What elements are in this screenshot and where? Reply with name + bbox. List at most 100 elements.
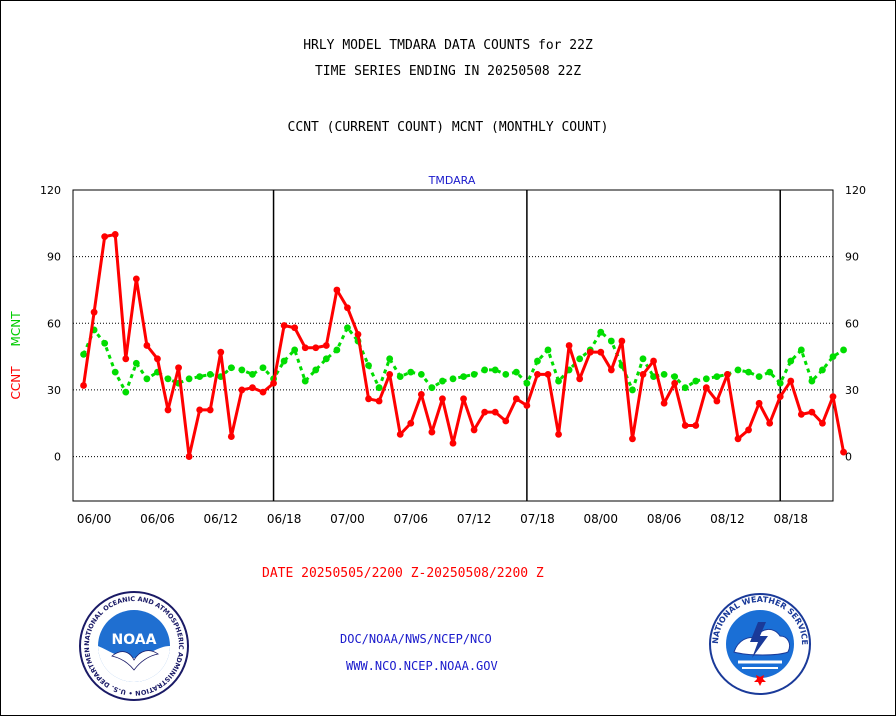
nws-logo-icon: NATIONAL WEATHER SERVICE (709, 593, 811, 695)
y-axis-title-group: CCNT MCNT (9, 311, 23, 400)
data-point-mcnt (766, 368, 774, 376)
org-line: DOC/NOAA/NWS/NCEP/NCO (340, 632, 492, 646)
data-point-ccnt (407, 419, 415, 427)
data-point-ccnt (597, 348, 605, 356)
data-point-ccnt (650, 357, 657, 365)
data-point-ccnt (312, 344, 320, 352)
x-tick-label: 08/06 (647, 512, 682, 526)
data-point-mcnt (808, 377, 816, 385)
data-point-ccnt (375, 397, 383, 405)
data-point-mcnt (111, 368, 119, 376)
data-point-ccnt (734, 435, 742, 443)
data-point-ccnt (491, 408, 499, 416)
plot-label: TMDARA (428, 174, 476, 187)
y-tick-label-left: 120 (40, 184, 61, 197)
data-point-mcnt (555, 377, 562, 385)
data-point-mcnt (523, 379, 531, 387)
x-tick-labels: 06/00 06/06 06/12 06/18 07/00 07/06 07/12 07/18… (77, 512, 808, 526)
chart-title-line1: HRLY MODEL TMDARA DATA COUNTS for 22Z (303, 38, 593, 53)
y-tick-labels: 0 0 30 30 60 60 90 90 120 120 (40, 184, 866, 464)
data-point-mcnt (132, 359, 140, 367)
chart-area: TMDARA CCNT MCNT 0 0 30 30 60 60 90 90 120 120 06… (9, 174, 866, 526)
series-mcnt (80, 324, 847, 396)
data-point-ccnt (428, 428, 436, 436)
data-point-ccnt (196, 406, 204, 414)
data-point-ccnt (217, 348, 225, 356)
data-point-ccnt (534, 370, 541, 378)
data-point-mcnt (470, 370, 478, 378)
data-point-mcnt (544, 346, 552, 354)
x-tick-label: 08/12 (710, 512, 745, 526)
y-axis-title-mcnt: MCNT (9, 311, 23, 347)
data-point-mcnt (396, 373, 404, 380)
y-tick-label-left: 30 (47, 384, 61, 397)
y-tick-label-left: 90 (47, 251, 61, 264)
data-point-ccnt (819, 419, 826, 427)
data-point-mcnt (776, 379, 784, 387)
x-tick-label: 08/18 (773, 512, 808, 526)
data-point-mcnt (143, 375, 151, 383)
data-point-mcnt (259, 364, 267, 372)
data-point-ccnt (90, 308, 98, 316)
data-point-ccnt (365, 395, 372, 403)
data-point-mcnt (312, 366, 320, 374)
x-tick-label: 06/18 (267, 512, 302, 526)
y-tick-label-right: 90 (845, 251, 859, 264)
data-point-mcnt (386, 355, 394, 363)
data-point-ccnt (512, 395, 520, 403)
data-point-mcnt (502, 370, 510, 378)
data-point-ccnt (808, 408, 816, 416)
y-tick-label-left: 0 (54, 451, 61, 464)
data-point-mcnt (713, 373, 721, 380)
data-point-mcnt (534, 357, 541, 365)
x-tick-label: 07/00 (330, 512, 365, 526)
day-boundary-lines (272, 190, 781, 501)
x-tick-label: 07/12 (457, 512, 492, 526)
chart-title-line2: TIME SERIES ENDING IN 20250508 22Z (314, 64, 582, 79)
data-point-mcnt (80, 350, 87, 358)
data-point-ccnt (344, 304, 351, 312)
data-point-ccnt (629, 435, 636, 443)
data-point-ccnt (101, 233, 109, 241)
plot-frame (72, 189, 834, 502)
data-point-mcnt (692, 377, 700, 385)
data-point-mcnt (185, 375, 193, 383)
y-tick-label-left: 60 (47, 317, 61, 330)
data-point-ccnt (502, 417, 510, 425)
noaa-logo-text: NOAA (112, 632, 157, 648)
data-point-ccnt (259, 388, 267, 396)
data-point-mcnt (734, 366, 742, 374)
data-point-ccnt (132, 275, 140, 283)
data-point-mcnt (417, 370, 425, 378)
data-point-ccnt (80, 382, 87, 389)
data-point-mcnt (322, 355, 330, 363)
data-point-mcnt (481, 366, 489, 374)
x-tick-label: 06/00 (77, 512, 112, 526)
data-point-ccnt (122, 355, 130, 363)
data-point-mcnt (280, 357, 288, 365)
data-point-mcnt (196, 373, 204, 380)
data-point-ccnt (829, 393, 837, 400)
data-point-mcnt (702, 375, 710, 383)
data-point-ccnt (175, 364, 182, 372)
y-tick-label-right: 60 (845, 317, 859, 330)
url-line: WWW.NCO.NCEP.NOAA.GOV (346, 659, 498, 673)
data-point-ccnt (618, 337, 626, 345)
data-point-ccnt (227, 433, 235, 440)
data-point-ccnt (797, 410, 805, 418)
data-point-ccnt (439, 395, 446, 403)
data-point-mcnt (238, 366, 246, 374)
data-point-ccnt (555, 430, 562, 438)
data-point-mcnt (164, 375, 172, 383)
data-point-ccnt (607, 366, 615, 374)
data-point-ccnt (766, 419, 774, 427)
data-point-ccnt (586, 348, 594, 356)
data-point-ccnt (386, 370, 394, 378)
data-point-ccnt (681, 422, 689, 429)
data-point-mcnt (439, 377, 446, 385)
data-point-ccnt (692, 422, 700, 429)
x-tick-label: 06/06 (140, 512, 175, 526)
data-point-mcnt (375, 384, 383, 392)
data-point-ccnt (354, 330, 362, 338)
data-point-ccnt (185, 453, 193, 460)
